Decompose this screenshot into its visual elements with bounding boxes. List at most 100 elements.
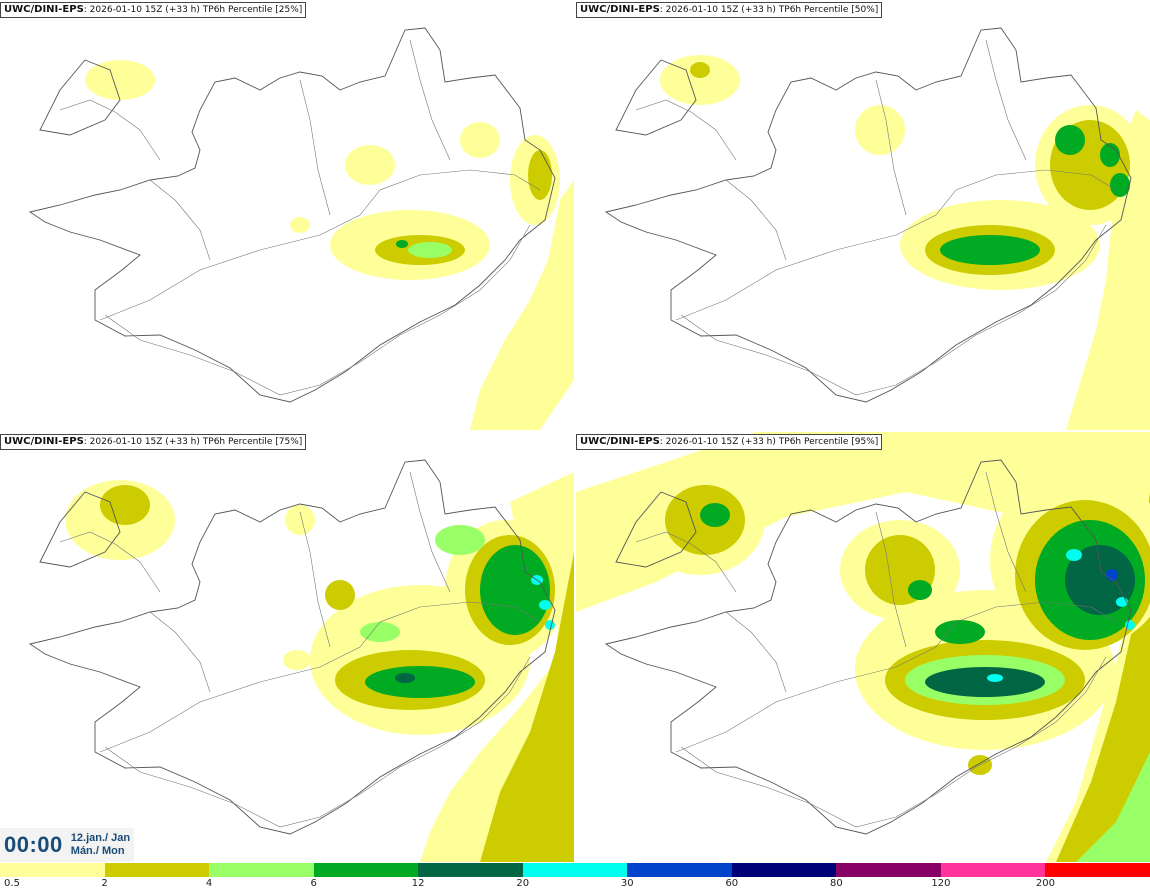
precip-contour bbox=[1106, 569, 1118, 581]
panel-title: UWC/DINI-EPS: 2026-01-10 15Z (+33 h) TP6… bbox=[576, 434, 883, 450]
coastline bbox=[28, 459, 556, 835]
road-line bbox=[299, 511, 331, 648]
coastline bbox=[604, 459, 1132, 835]
precip-map bbox=[28, 459, 574, 862]
legend-tick-label: 6 bbox=[310, 878, 317, 889]
road-line bbox=[725, 611, 787, 693]
precip-map bbox=[28, 27, 574, 430]
legend-tick-label: 80 bbox=[829, 878, 843, 889]
precip-contour bbox=[700, 503, 730, 527]
road-line bbox=[680, 656, 1107, 828]
precip-contour bbox=[100, 485, 150, 525]
precip-contour bbox=[345, 145, 395, 185]
road-line bbox=[675, 601, 1117, 753]
precip-contour bbox=[855, 105, 905, 155]
precip-map bbox=[604, 27, 1150, 430]
precip-contour bbox=[1066, 549, 1082, 561]
legend-tick-label: 60 bbox=[725, 878, 739, 889]
legend-swatch bbox=[836, 863, 942, 877]
sea-precip-area bbox=[1076, 752, 1150, 862]
precip-contour bbox=[1125, 620, 1135, 630]
legend-swatch bbox=[731, 863, 837, 877]
road-line bbox=[104, 224, 531, 396]
precip-contour bbox=[290, 217, 310, 233]
precip-map bbox=[576, 432, 1150, 862]
precip-contour bbox=[480, 545, 550, 635]
coastline bbox=[604, 27, 1132, 403]
precip-contour bbox=[539, 600, 551, 610]
legend-swatch bbox=[209, 863, 315, 877]
precip-contour bbox=[365, 666, 475, 698]
precip-contour bbox=[940, 235, 1040, 265]
road-line bbox=[59, 531, 161, 593]
precip-contour bbox=[935, 620, 985, 644]
precip-contour bbox=[1065, 545, 1135, 615]
legend-tick-label: 200 bbox=[1035, 878, 1055, 889]
precip-contour bbox=[283, 650, 311, 670]
legend-swatch bbox=[522, 863, 628, 877]
precip-contour bbox=[528, 150, 552, 200]
road-line bbox=[149, 179, 211, 261]
precip-contour bbox=[285, 505, 315, 535]
precip-contour bbox=[856, 648, 884, 668]
precip-contour bbox=[1055, 125, 1085, 155]
coastline-westfjords bbox=[615, 59, 697, 136]
legend-swatch bbox=[313, 863, 419, 877]
road-line bbox=[59, 99, 161, 161]
legend-swatch bbox=[1045, 863, 1150, 877]
map-panel-p25: UWC/DINI-EPS: 2026-01-10 15Z (+33 h) TP6… bbox=[0, 0, 574, 430]
panel-title: UWC/DINI-EPS: 2026-01-10 15Z (+33 h) TP6… bbox=[0, 434, 307, 450]
road-line bbox=[299, 79, 331, 216]
coastline-westfjords bbox=[39, 59, 121, 136]
coastline-westfjords bbox=[39, 491, 121, 568]
legend-tick-label: 30 bbox=[620, 878, 634, 889]
legend-tick-label: 4 bbox=[205, 878, 213, 889]
precip-contour bbox=[1110, 173, 1130, 197]
road-line bbox=[149, 611, 211, 693]
precip-contour bbox=[1116, 597, 1128, 607]
panel-title: UWC/DINI-EPS: 2026-01-10 15Z (+33 h) TP6… bbox=[0, 2, 307, 18]
precip-contour bbox=[925, 667, 1045, 697]
road-line bbox=[875, 511, 907, 648]
legend-tick-label: 0.5 bbox=[4, 878, 20, 889]
road-line bbox=[680, 224, 1107, 396]
precip-contour bbox=[1100, 143, 1120, 167]
road-line bbox=[99, 601, 541, 753]
road-line bbox=[104, 656, 531, 828]
valid-time-box: 00:00 12.jan./ Jan Mán./ Mon bbox=[0, 828, 134, 862]
valid-time: 00:00 bbox=[4, 832, 63, 857]
precip-contour bbox=[908, 580, 932, 600]
legend-swatch bbox=[0, 863, 106, 877]
valid-date: 12.jan./ Jan Mán./ Mon bbox=[70, 832, 131, 857]
precip-contour bbox=[435, 525, 485, 555]
precip-contour bbox=[396, 240, 408, 248]
panel-title: UWC/DINI-EPS: 2026-01-10 15Z (+33 h) TP6… bbox=[576, 2, 883, 18]
sea-precip-area bbox=[470, 180, 574, 430]
road-line bbox=[985, 39, 1027, 161]
map-panel-p50: UWC/DINI-EPS: 2026-01-10 15Z (+33 h) TP6… bbox=[576, 0, 1150, 430]
legend-tick-label: 120 bbox=[931, 878, 951, 889]
sea-precip-area bbox=[480, 552, 574, 862]
legend-swatch bbox=[627, 863, 733, 877]
sea-precip-area bbox=[1056, 492, 1150, 862]
legend-tick-label: 20 bbox=[516, 878, 530, 889]
precip-contour bbox=[395, 673, 415, 683]
road-line bbox=[635, 99, 737, 161]
road-line bbox=[409, 471, 451, 593]
precip-contour bbox=[987, 674, 1003, 682]
precip-contour bbox=[325, 580, 355, 610]
road-line bbox=[409, 39, 451, 161]
precip-contour bbox=[690, 62, 710, 78]
precip-contour bbox=[408, 242, 452, 258]
legend-swatch bbox=[940, 863, 1046, 877]
road-line bbox=[875, 79, 907, 216]
road-line bbox=[99, 169, 541, 321]
precip-contour bbox=[360, 622, 400, 642]
precip-contour bbox=[460, 122, 500, 158]
color-legend: 0.5 2 4 6 12 20 30 60 80 120 200 bbox=[0, 863, 1150, 891]
road-line bbox=[675, 169, 1117, 321]
coastline-westfjords bbox=[615, 491, 697, 568]
coastline bbox=[28, 27, 556, 403]
legend-tick-label: 2 bbox=[101, 878, 108, 889]
map-panel-p95: UWC/DINI-EPS: 2026-01-10 15Z (+33 h) TP6… bbox=[576, 432, 1150, 862]
